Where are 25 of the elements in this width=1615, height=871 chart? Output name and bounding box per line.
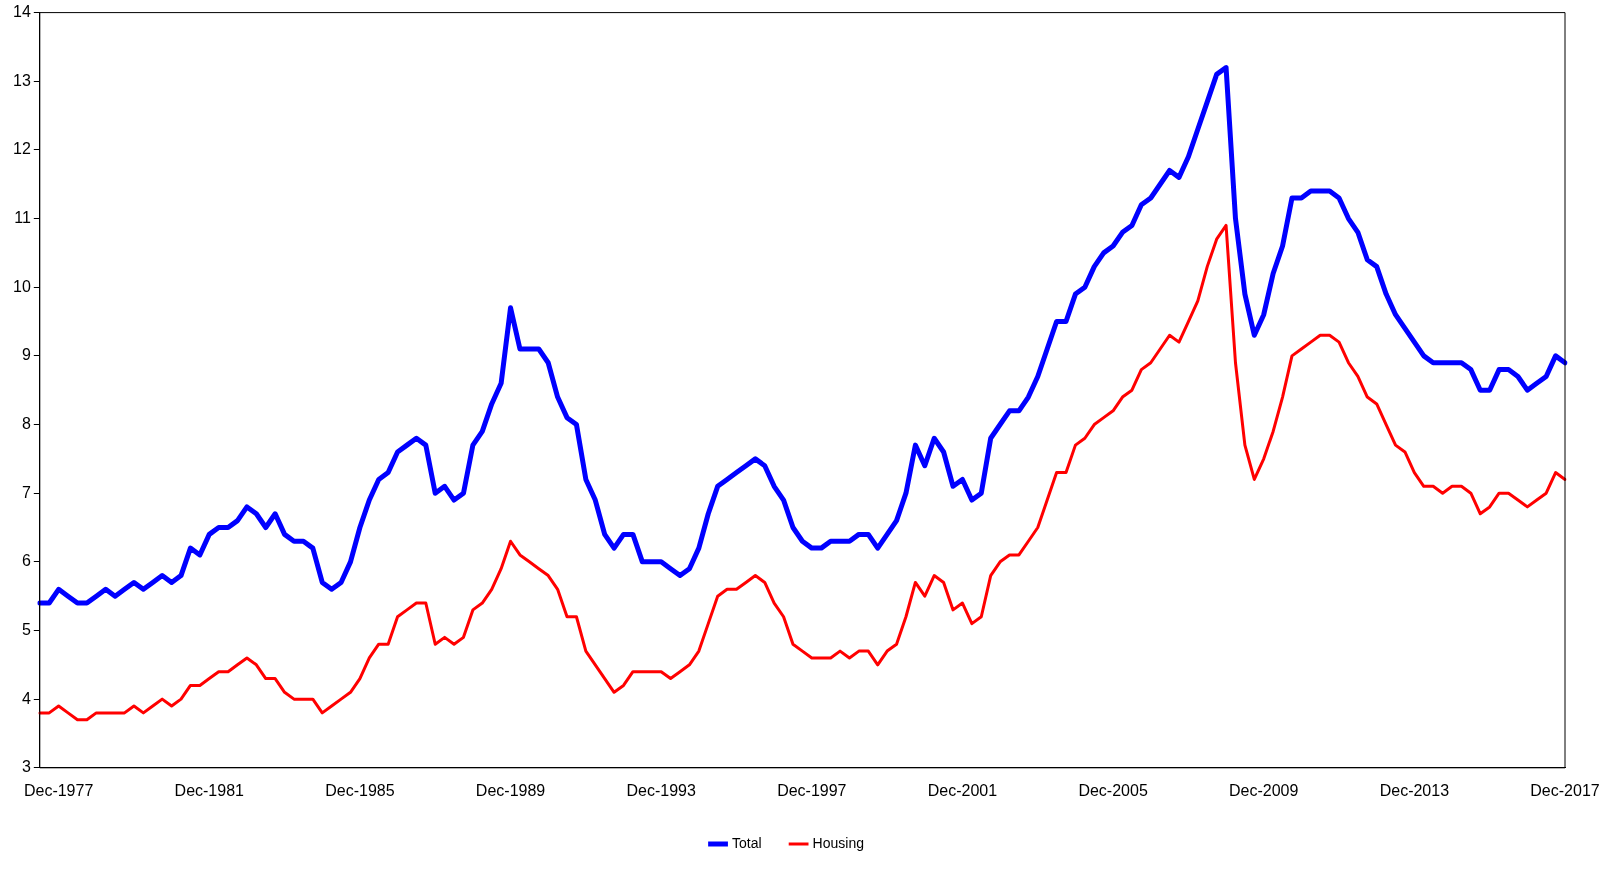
y-tick-label: 5 bbox=[21, 620, 31, 638]
x-tick-label: Dec-1985 bbox=[325, 781, 395, 799]
y-tick-label: 4 bbox=[21, 689, 31, 707]
x-tick-label: Dec-2005 bbox=[1078, 781, 1148, 799]
x-tick-label: Dec-1997 bbox=[777, 781, 847, 799]
y-tick-label: 14 bbox=[13, 3, 31, 21]
y-tick-label: 13 bbox=[13, 71, 31, 89]
y-tick-label: 10 bbox=[13, 277, 31, 295]
x-tick-label: Dec-2009 bbox=[1229, 781, 1299, 799]
x-tick-label: Dec-1981 bbox=[174, 781, 245, 799]
legend-label: Total bbox=[732, 834, 762, 851]
y-tick-label: 11 bbox=[14, 208, 31, 226]
y-tick-label: 9 bbox=[21, 346, 31, 364]
y-tick-label: 8 bbox=[21, 414, 31, 432]
x-tick-label: Dec-2013 bbox=[1379, 781, 1450, 799]
x-tick-label: Dec-2017 bbox=[1530, 781, 1600, 799]
x-tick-label: Dec-2001 bbox=[927, 781, 998, 799]
y-tick-label: 7 bbox=[21, 483, 31, 501]
y-tick-label: 12 bbox=[13, 140, 31, 158]
x-tick-label: Dec-1993 bbox=[626, 781, 696, 799]
x-tick-label: Dec-1989 bbox=[475, 781, 546, 799]
y-tick-label: 6 bbox=[21, 552, 31, 570]
y-tick-label: 3 bbox=[21, 758, 31, 776]
x-tick-label: Dec-1977 bbox=[23, 781, 94, 799]
legend-label: Housing bbox=[812, 834, 864, 851]
